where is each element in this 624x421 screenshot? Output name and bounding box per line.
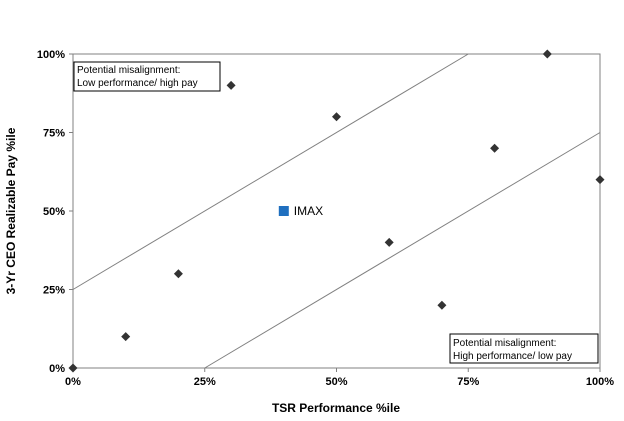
- data-point-diamond: [542, 49, 552, 59]
- reference-lines: [72, 53, 601, 369]
- imax-point-label: IMAX: [294, 204, 323, 218]
- x-tick-label: 25%: [194, 376, 216, 388]
- data-point-diamond: [490, 143, 500, 153]
- top-left-note: Potential misalignment: Low performance/…: [73, 61, 221, 92]
- data-point-diamond: [68, 363, 78, 373]
- imax-point-square: [278, 206, 289, 216]
- top-left-note-line-1: Potential misalignment:: [77, 65, 180, 76]
- data-point-diamond: [121, 332, 131, 342]
- x-tick-label: 0%: [65, 376, 81, 388]
- data-point-diamond: [226, 80, 236, 90]
- x-tick-label: 100%: [586, 376, 614, 388]
- x-axis-ticks: 0% 25% 50% 75% 100%: [65, 368, 614, 388]
- bottom-right-note-line-1: Potential misalignment:: [453, 338, 556, 349]
- y-axis-ticks: 0% 25% 50% 75% 100%: [37, 49, 73, 375]
- y-tick-label: 25%: [43, 285, 65, 297]
- y-tick-label: 50%: [43, 206, 65, 218]
- y-tick-label: 0%: [49, 363, 65, 375]
- plot-area: [72, 53, 601, 369]
- upper-band-line: [72, 53, 469, 290]
- y-tick-label: 75%: [43, 128, 65, 140]
- bottom-right-note-line-2: High performance/ low pay: [453, 351, 572, 362]
- data-point-diamond: [437, 300, 447, 310]
- lower-band-line: [204, 132, 601, 369]
- data-point-diamond: [332, 112, 341, 122]
- y-tick-label: 100%: [37, 49, 65, 61]
- data-point-diamond: [384, 237, 394, 247]
- x-tick-label: 50%: [325, 376, 347, 388]
- data-point-diamond: [173, 269, 183, 279]
- bottom-right-note: Potential misalignment: High performance…: [449, 333, 599, 364]
- y-axis-title: 3-Yr CEO Realizable Pay %ile: [4, 127, 18, 294]
- data-points: IMAX: [68, 49, 605, 373]
- x-tick-label: 75%: [457, 376, 479, 388]
- x-axis-title: TSR Performance %ile: [272, 401, 400, 415]
- data-point-diamond: [595, 175, 605, 185]
- top-left-note-line-2: Low performance/ high pay: [77, 78, 198, 89]
